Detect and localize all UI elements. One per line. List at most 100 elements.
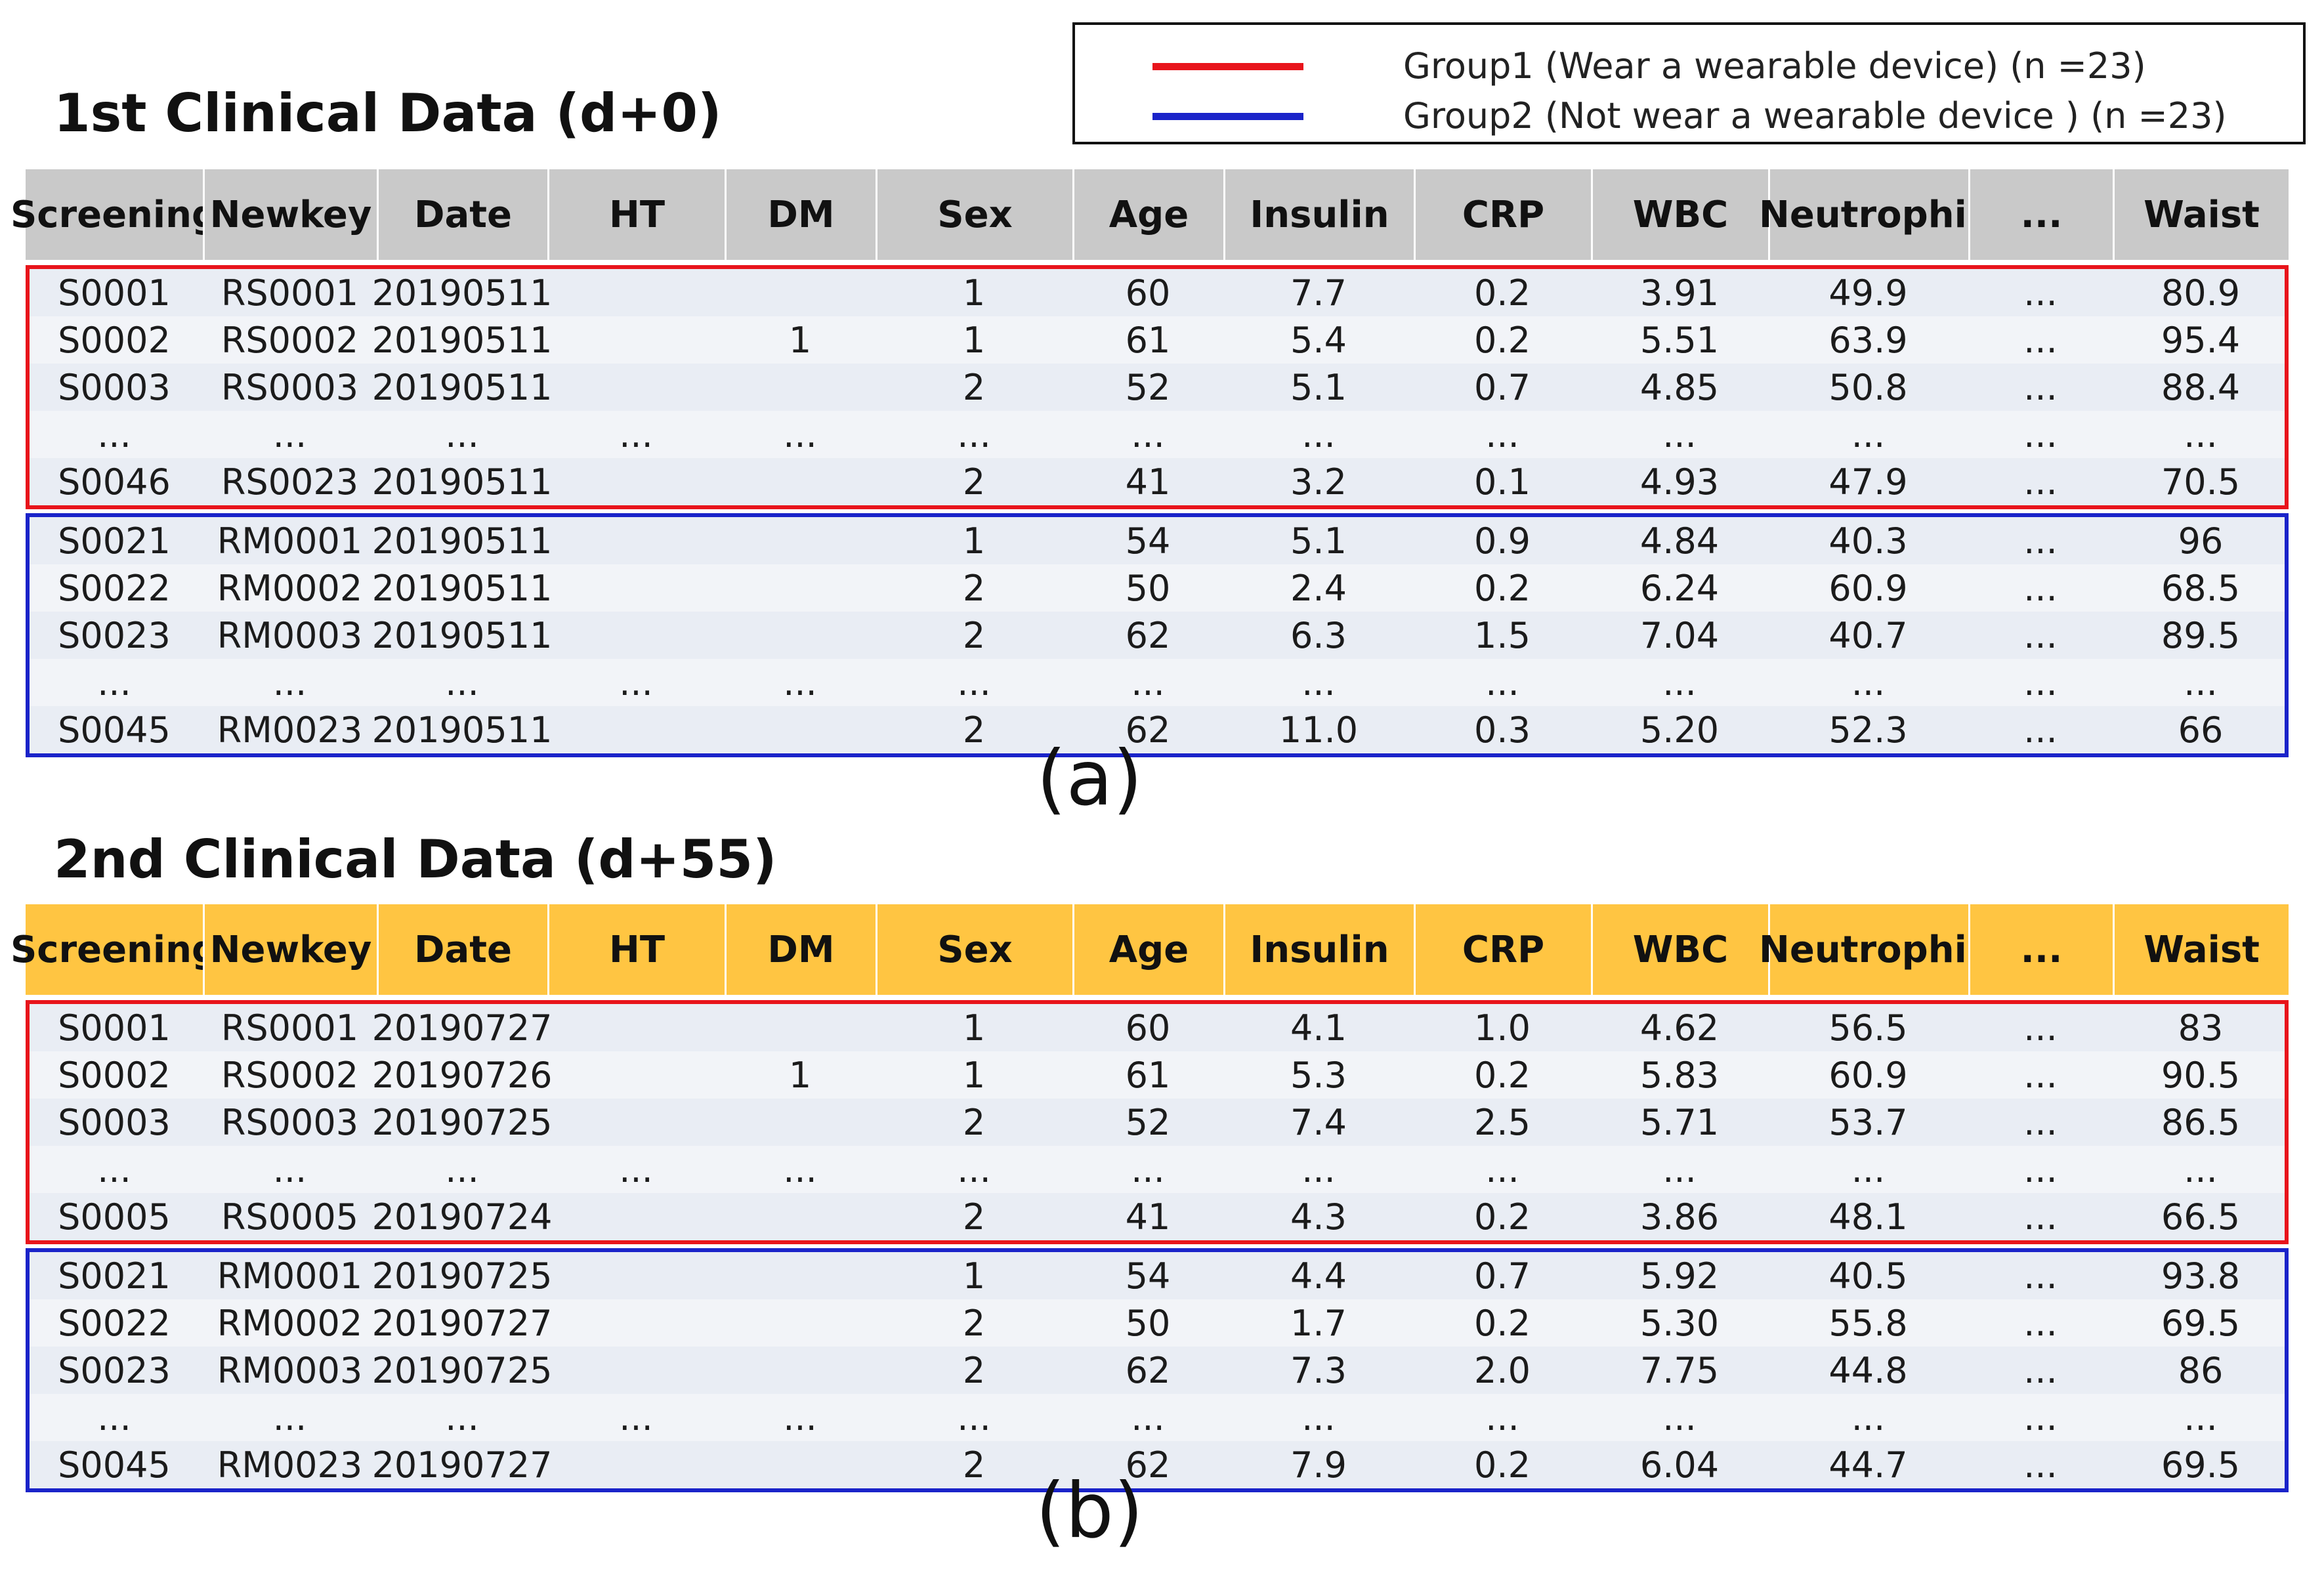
table-cell: ... bbox=[619, 1148, 653, 1190]
table-cell: ... bbox=[1485, 1396, 1519, 1438]
table-cell bbox=[547, 1252, 725, 1299]
table-cell: RS0005 bbox=[221, 1196, 359, 1238]
table-cell: 20190511 bbox=[371, 319, 553, 361]
table-cell: ... bbox=[2023, 1302, 2058, 1344]
column-header: CRP bbox=[1414, 169, 1591, 260]
table-cell: 2 bbox=[962, 1101, 986, 1143]
table-cell: RS0001 bbox=[221, 1007, 359, 1049]
column-header: Date bbox=[377, 904, 547, 995]
table-row: S0045 RM0023 20190511 2 62 11.0 0.3 5.20 52.3...… bbox=[30, 706, 2285, 753]
table-cell: S0022 bbox=[58, 1302, 171, 1344]
table-row: S0003 RS0003 20190511 2 52 5.1 0.7 4.85 50.8... 8… bbox=[30, 364, 2285, 411]
table-cell: 2 bbox=[962, 1444, 986, 1486]
table-cell: 41 bbox=[1125, 461, 1171, 503]
legend: Group1 (Wear a wearable device) (n =23) … bbox=[1072, 22, 2306, 144]
table-cell: 4.93 bbox=[1639, 461, 1720, 503]
table-cell: 20190727 bbox=[371, 1007, 553, 1049]
table-cell bbox=[547, 706, 725, 753]
table-cell: 2 bbox=[962, 1349, 986, 1391]
table-cell: 53.7 bbox=[1828, 1101, 1908, 1143]
table-cell bbox=[547, 1193, 725, 1240]
table-cell: 41 bbox=[1125, 1196, 1171, 1238]
table-cell: ... bbox=[2023, 413, 2058, 455]
table-cell: 20190725 bbox=[371, 1101, 553, 1143]
table-cell: ... bbox=[783, 1396, 817, 1438]
table-cell: S0045 bbox=[58, 709, 171, 751]
table-cell: ... bbox=[1131, 1148, 1165, 1190]
table-cell: 50 bbox=[1125, 567, 1171, 609]
column-header: Neutrophil bbox=[1759, 904, 1979, 995]
table-cell: S0001 bbox=[58, 272, 171, 314]
table-cell: ... bbox=[97, 661, 131, 703]
table-header: Screening Newkey Date HT DM Sex Age Insulin CRP W… bbox=[11, 904, 2289, 995]
table-cell: ... bbox=[1662, 413, 1697, 455]
table-row: ....................................... bbox=[30, 659, 2285, 706]
table-cell: ... bbox=[2023, 614, 2058, 656]
column-header: ... bbox=[1968, 904, 2113, 995]
table-row: S0003 RS0003 20190725 2 52 7.4 2.5 5.71 53.7... 8… bbox=[30, 1099, 2285, 1146]
table-cell: 20190511 bbox=[371, 567, 553, 609]
table-cell: 52.3 bbox=[1828, 709, 1908, 751]
table-cell: S0045 bbox=[58, 1444, 171, 1486]
table-cell bbox=[547, 269, 725, 316]
table2-caption: (b) bbox=[1035, 1467, 1144, 1555]
table-cell: ... bbox=[2023, 1007, 2058, 1049]
table-cell: 4.84 bbox=[1639, 520, 1720, 562]
table-cell: ... bbox=[619, 661, 653, 703]
table-cell: 40.3 bbox=[1828, 520, 1908, 562]
table1: Screening Newkey Date HT DM Sex Age Insulin CRP W… bbox=[11, 169, 2289, 757]
table-cell: 20190725 bbox=[371, 1349, 553, 1391]
table-cell: 1 bbox=[962, 319, 986, 361]
table-cell: 20190511 bbox=[371, 366, 553, 408]
table-cell: ... bbox=[957, 1396, 991, 1438]
column-header: ... bbox=[1968, 169, 2113, 260]
table-cell: 0.7 bbox=[1474, 366, 1531, 408]
table-cell: 0.3 bbox=[1474, 709, 1531, 751]
group2-block: S0021 RM0001 20190511 1 54 5.1 0.9 4.84 40.3... 9… bbox=[26, 513, 2289, 757]
table-cell: S0002 bbox=[58, 1054, 171, 1096]
table-cell: 2 bbox=[962, 709, 986, 751]
table-cell: ... bbox=[783, 661, 817, 703]
table-cell: 20190726 bbox=[371, 1054, 553, 1096]
table-cell: 83 bbox=[2178, 1007, 2224, 1049]
table2: Screening Newkey Date HT DM Sex Age Insulin CRP W… bbox=[11, 904, 2289, 1492]
table-cell: 5.92 bbox=[1639, 1255, 1720, 1297]
table-cell: ... bbox=[2023, 1101, 2058, 1143]
table-cell: 2.5 bbox=[1474, 1101, 1531, 1143]
table-cell: ... bbox=[272, 413, 307, 455]
table-cell: RS0023 bbox=[221, 461, 359, 503]
table-cell: 40.7 bbox=[1828, 614, 1908, 656]
legend-item-group1: Group1 (Wear a wearable device) (n =23) bbox=[1075, 43, 2303, 89]
table-cell: 88.4 bbox=[2161, 366, 2241, 408]
table-cell: ... bbox=[445, 413, 479, 455]
table-cell: 6.3 bbox=[1290, 614, 1347, 656]
table-cell: 0.2 bbox=[1474, 567, 1531, 609]
table-cell: ... bbox=[2023, 567, 2058, 609]
column-header: Newkey bbox=[203, 169, 377, 260]
table-cell: ... bbox=[1662, 1396, 1697, 1438]
table1-title: 1st Clinical Data (d+0) bbox=[54, 83, 722, 144]
table-cell: 0.7 bbox=[1474, 1255, 1531, 1297]
table-cell: S0001 bbox=[58, 1007, 171, 1049]
table-cell: 11.0 bbox=[1278, 709, 1359, 751]
table-cell: S0046 bbox=[58, 461, 171, 503]
table-cell bbox=[725, 269, 876, 316]
table-cell: 7.04 bbox=[1639, 614, 1720, 656]
table-cell: RS0002 bbox=[221, 1054, 359, 1096]
table-row: ....................................... bbox=[30, 411, 2285, 458]
table-cell: 3.91 bbox=[1639, 272, 1720, 314]
table-cell: ... bbox=[445, 661, 479, 703]
table-cell: 47.9 bbox=[1828, 461, 1908, 503]
table-cell: ... bbox=[1662, 661, 1697, 703]
table-cell: 20190511 bbox=[371, 461, 553, 503]
table-cell: ... bbox=[1131, 1396, 1165, 1438]
column-header: Age bbox=[1072, 904, 1223, 995]
table-cell bbox=[547, 612, 725, 659]
table-cell: ... bbox=[1485, 1148, 1519, 1190]
table-row: S0045 RM0023 20190727 2 62 7.9 0.2 6.04 44.7... 6… bbox=[30, 1441, 2285, 1488]
table-cell: ... bbox=[445, 1148, 479, 1190]
table-row: S0001 RS0001 20190727 1 60 4.1 1.0 4.62 56.5... 8… bbox=[30, 1004, 2285, 1051]
table-cell: ... bbox=[1662, 1148, 1697, 1190]
column-header: Screening bbox=[11, 169, 218, 260]
table-cell: RM0023 bbox=[217, 709, 363, 751]
